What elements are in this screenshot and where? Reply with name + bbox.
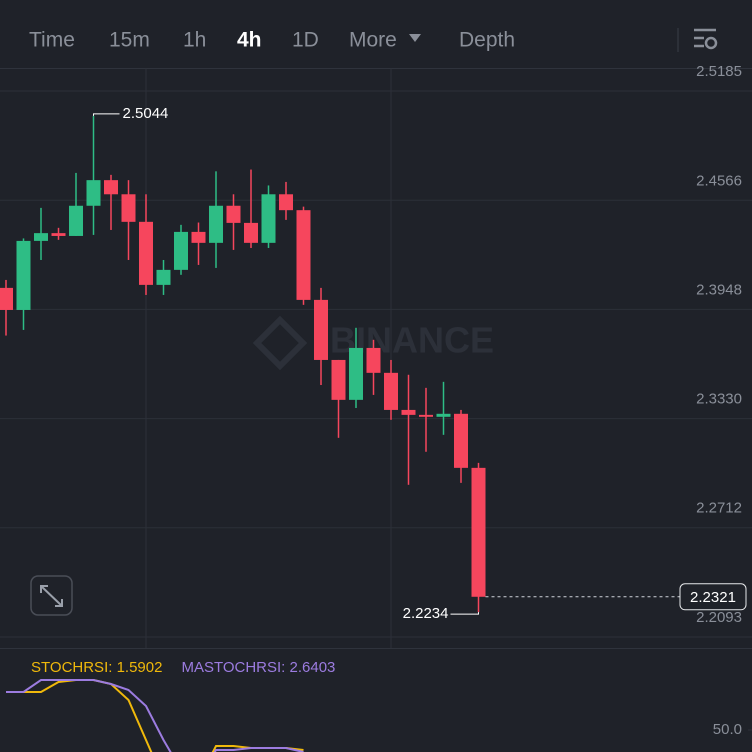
tab[interactable]: More bbox=[349, 29, 397, 52]
candle-body bbox=[86, 180, 101, 206]
price-box bbox=[679, 583, 747, 611]
candle-body bbox=[296, 210, 311, 300]
high-label: 2.5044 bbox=[123, 105, 169, 122]
legend-entry: STOCHRSI: 1.5902 bbox=[31, 659, 162, 676]
indicator-line bbox=[6, 679, 304, 752]
y-tick-label: 2.3948 bbox=[696, 281, 742, 298]
low-label: 2.2234 bbox=[403, 605, 449, 622]
y-tick-label: 2.2712 bbox=[696, 500, 742, 517]
candle-body bbox=[454, 413, 468, 468]
y-tick-label: 2.5185 bbox=[696, 63, 742, 80]
tab[interactable]: 1h bbox=[183, 29, 206, 52]
tab[interactable]: Time bbox=[29, 29, 75, 52]
candle-body bbox=[384, 372, 398, 410]
candle-body bbox=[16, 240, 31, 310]
candle-body bbox=[261, 194, 276, 243]
candle-body bbox=[174, 231, 188, 270]
candle-body bbox=[471, 467, 486, 597]
tab[interactable]: 4h bbox=[237, 29, 262, 52]
low-marker bbox=[450, 612, 479, 615]
current-price: 2.2321 bbox=[690, 589, 736, 606]
candle-body bbox=[366, 347, 381, 373]
watermark-logo bbox=[252, 315, 308, 371]
candle-body bbox=[104, 180, 118, 195]
candle-body bbox=[34, 233, 48, 241]
expand-button[interactable] bbox=[30, 575, 73, 616]
y-tick-label: 2.3330 bbox=[696, 391, 742, 408]
y-tick-label: 50.0 bbox=[713, 721, 742, 738]
tab[interactable]: 15m bbox=[109, 29, 150, 52]
candle-body bbox=[209, 205, 223, 243]
candle-body bbox=[51, 233, 66, 236]
candle-body bbox=[244, 222, 258, 243]
candle-body bbox=[121, 194, 136, 222]
candle-body bbox=[349, 347, 363, 400]
candle-body bbox=[191, 231, 206, 243]
candle-body bbox=[279, 194, 293, 211]
candle-body bbox=[436, 413, 451, 417]
candle-body bbox=[419, 414, 433, 417]
candle-body bbox=[156, 269, 171, 285]
dropdown-arrow bbox=[409, 34, 421, 42]
candle-body bbox=[401, 409, 416, 415]
tab[interactable]: Depth bbox=[459, 29, 515, 52]
candle-body bbox=[139, 221, 153, 285]
candle-body bbox=[69, 205, 83, 236]
candle-body bbox=[226, 205, 241, 223]
candle-body bbox=[314, 299, 328, 360]
high-marker bbox=[93, 113, 120, 116]
tab[interactable]: 1D bbox=[292, 29, 319, 52]
legend-entry: MASTOCHRSI: 2.6403 bbox=[181, 659, 335, 676]
y-tick-label: 2.4566 bbox=[696, 172, 742, 189]
candle-body bbox=[331, 359, 346, 400]
candle-body bbox=[0, 287, 13, 310]
y-tick-label: 2.2093 bbox=[696, 609, 742, 626]
settings-icon[interactable] bbox=[694, 28, 718, 50]
